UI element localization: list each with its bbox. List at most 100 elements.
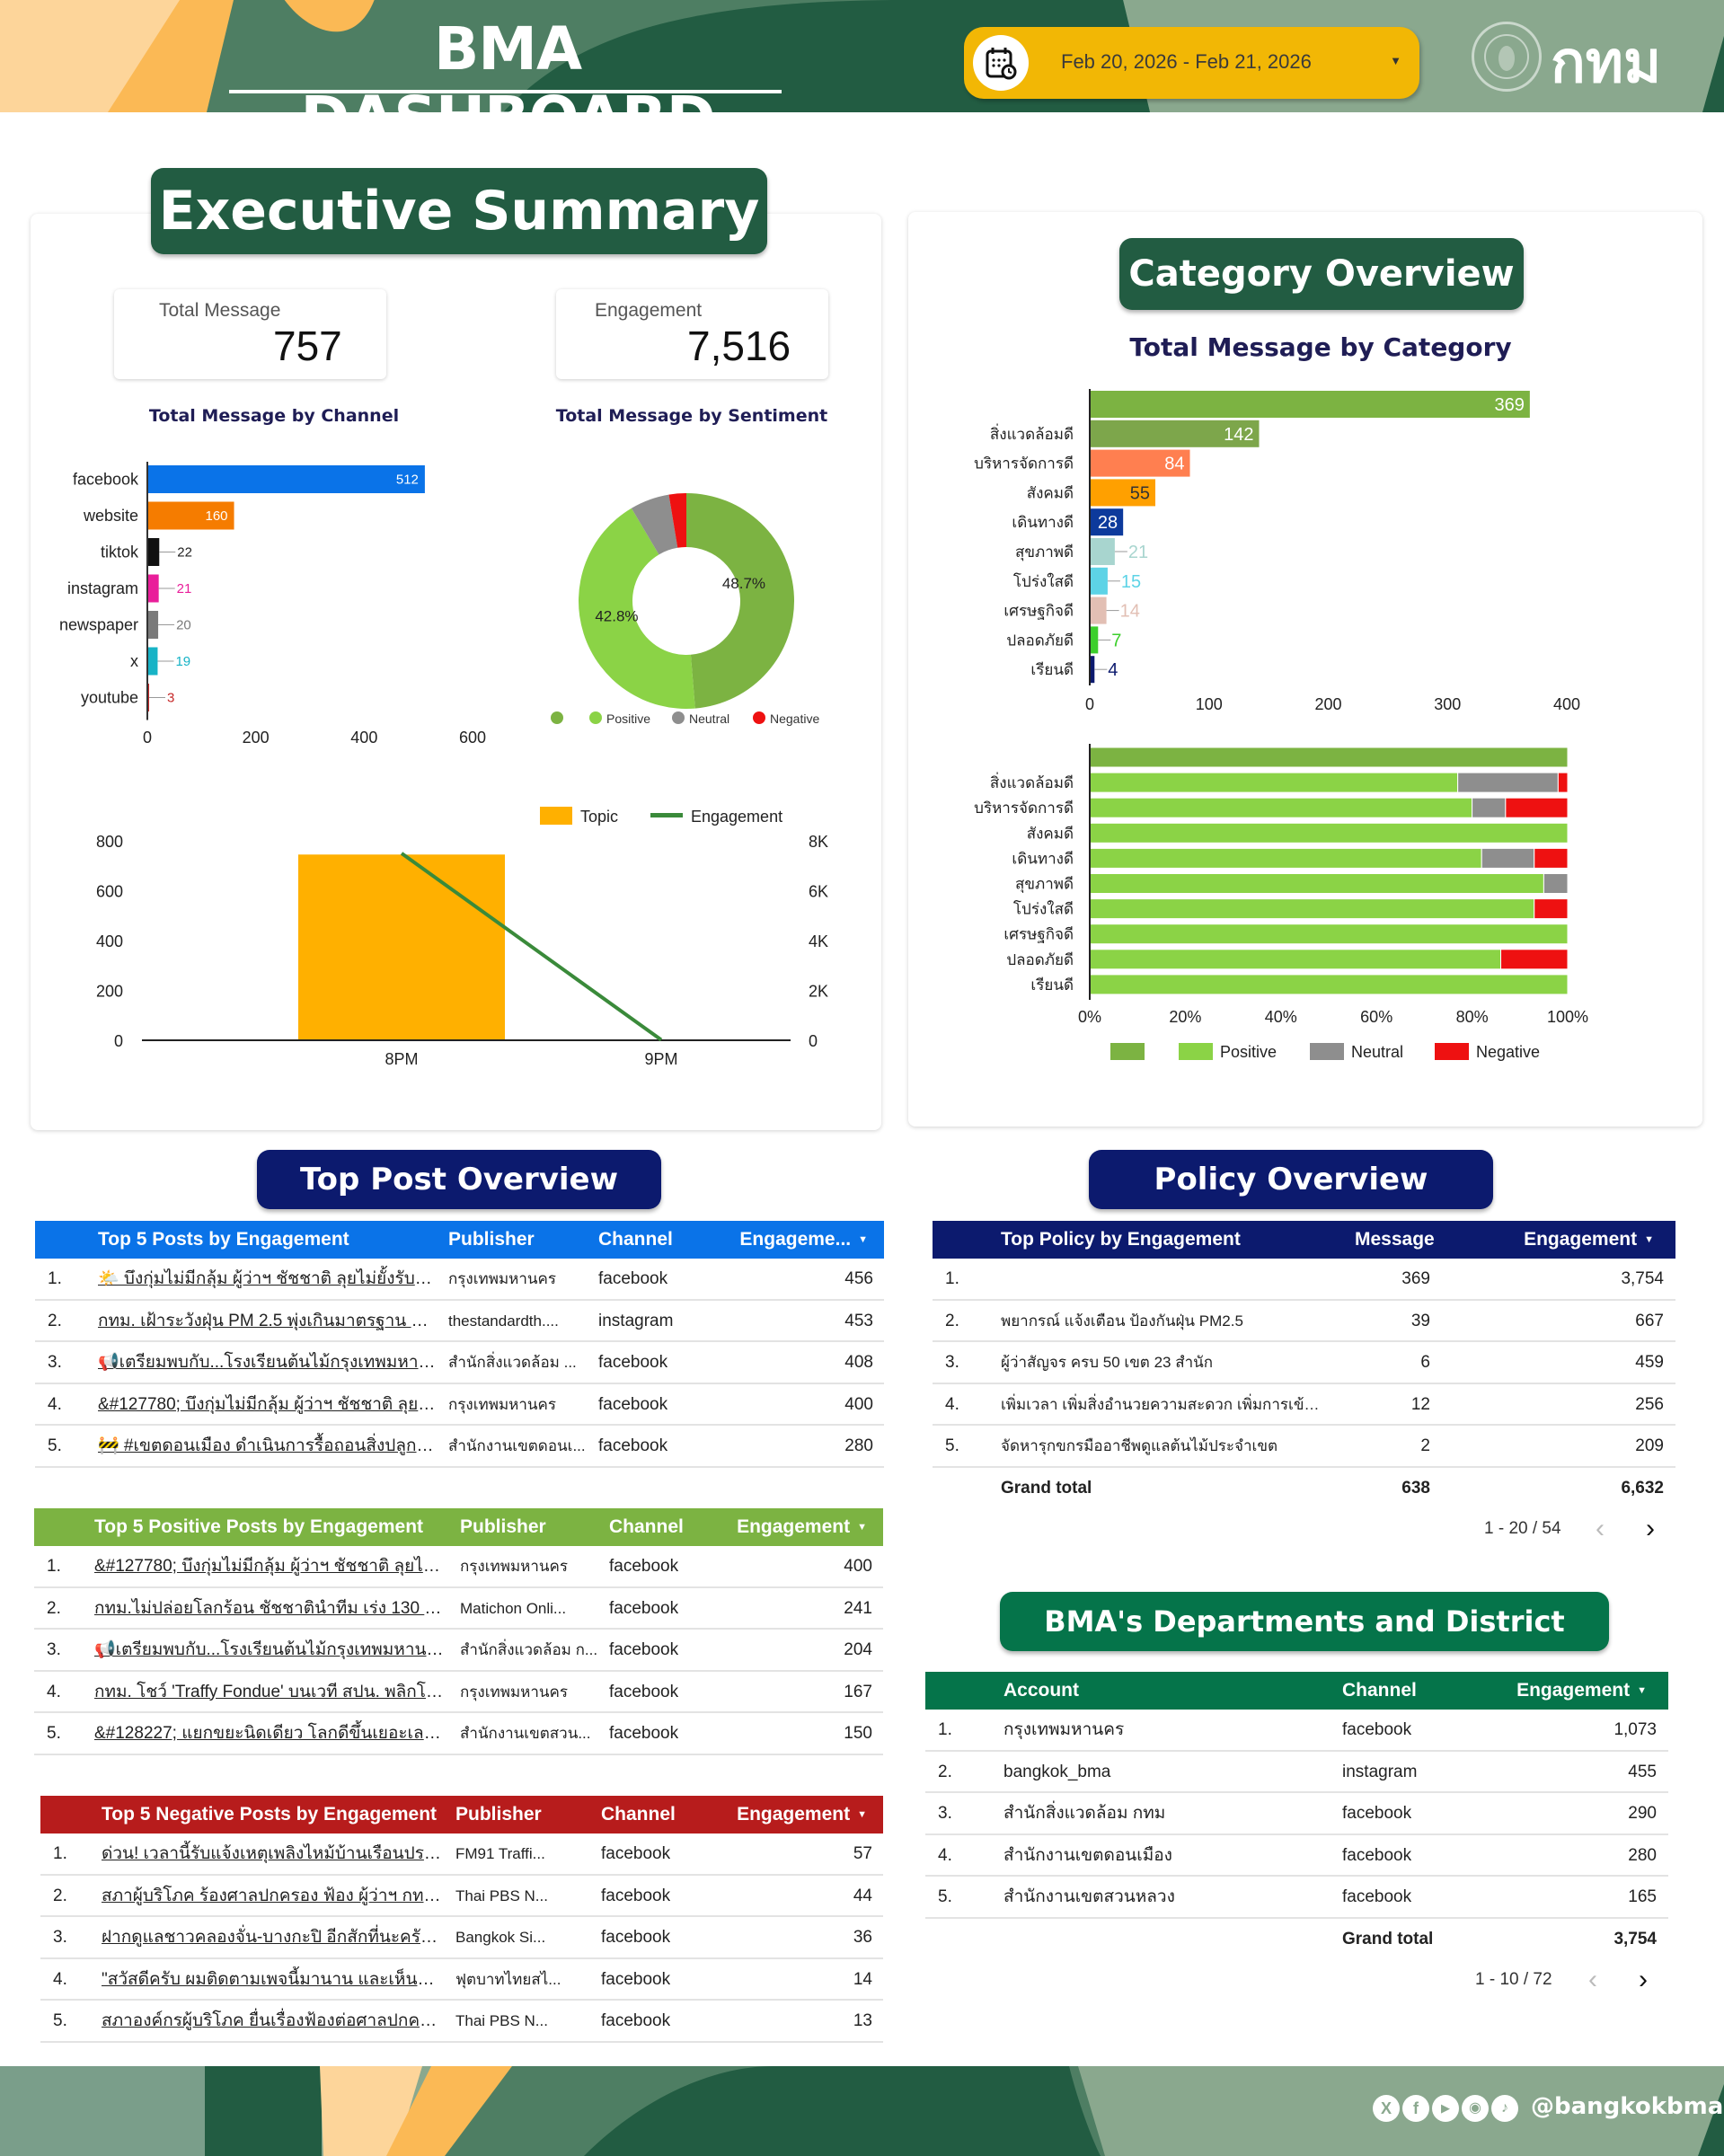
channel-cell: facebook: [609, 1598, 679, 1618]
table-row: 3. 📢เตรียมพบกับ...โรงเรียนต้นไม้กรุงเทพมห…: [35, 1342, 884, 1384]
departments-grand-total-row: Grand total 3,754: [925, 1919, 1668, 1960]
engagement-cell: 667: [1635, 1311, 1664, 1330]
post-link[interactable]: &#127780; บึงกุ่มไม่มีกลุ้ม ผู้ว่าฯ ชัชช…: [94, 1557, 447, 1576]
next-page-button[interactable]: ›: [1646, 1514, 1655, 1543]
category-value-label: 14: [1120, 602, 1140, 622]
row-rank: 3.: [53, 1928, 67, 1947]
row-rank: 3.: [938, 1804, 952, 1823]
row-rank: 5.: [938, 1887, 952, 1906]
column-header-account[interactable]: Account: [1003, 1680, 1079, 1701]
column-header-post[interactable]: Top 5 Posts by Engagement: [98, 1229, 349, 1250]
category-label: ปลอดภัยดี: [1006, 632, 1074, 649]
column-header-channel[interactable]: Channel: [609, 1516, 684, 1537]
post-link[interactable]: &#127780; บึงกุ่มไม่มีกลุ้ม ผู้ว่าฯ ชัชช…: [98, 1394, 436, 1414]
top-positive-posts-table: Top 5 Positive Posts by Engagement Publis…: [34, 1508, 883, 1755]
row-rank: 4.: [945, 1394, 959, 1414]
publisher-cell: Thai PBS N...: [455, 2012, 548, 2029]
column-header-message[interactable]: Message: [1355, 1229, 1435, 1250]
column-header-engagement-label: Engagement: [737, 1804, 851, 1825]
table-row: 5. สภาองค์กรผู้บริโภค ยื่นเรื่องฟ้องต่อศา…: [40, 2001, 883, 2043]
engagement-cell: 13: [853, 2011, 872, 2030]
engagement-cell: 455: [1628, 1762, 1657, 1781]
column-header-post[interactable]: Top 5 Negative Posts by Engagement: [102, 1804, 438, 1825]
x-tick-label: 400: [350, 729, 377, 747]
youtube-icon[interactable]: ▶: [1432, 2095, 1459, 2122]
tiktok-icon[interactable]: ♪: [1491, 2095, 1518, 2122]
previous-page-button[interactable]: ‹: [1596, 1514, 1605, 1543]
post-link[interactable]: กทม. โชว์ 'Traffy Fondue' บนเวที สปน. พล…: [94, 1682, 447, 1701]
column-header-channel[interactable]: Channel: [601, 1804, 676, 1825]
engagement-cell: 1,073: [1613, 1720, 1657, 1739]
legend-label: Negative: [770, 711, 819, 726]
row-rank: 5.: [945, 1436, 959, 1455]
y-left-tick-label: 400: [96, 932, 123, 950]
policy-table: Top Policy by Engagement Message Engagem…: [933, 1221, 1675, 1542]
post-link[interactable]: ฝากดูแลชาวคลองจั่น-บางกะปิ อีกสักที่นะคร…: [102, 1928, 443, 1947]
table-row: 3. สำนักสิ่งแวดล้อม กทม facebook 290: [925, 1793, 1668, 1835]
publisher-cell: กรุงเทพมหานคร: [460, 1683, 569, 1701]
post-link[interactable]: 📢เตรียมพบกับ...โรงเรียนต้นไม้กรุงเทพมหาน…: [98, 1353, 436, 1372]
category-bar: [1090, 479, 1156, 507]
row-rank: 2.: [53, 1886, 67, 1905]
account-cell: กรุงเทพมหานคร: [1003, 1720, 1125, 1739]
previous-page-button[interactable]: ‹: [1588, 1965, 1597, 1994]
departments-badge: BMA's Departments and District Offices: [1000, 1592, 1609, 1698]
sentiment-slice: [686, 493, 795, 709]
column-header-publisher[interactable]: Publisher: [455, 1804, 542, 1825]
column-header-publisher[interactable]: Publisher: [460, 1516, 546, 1537]
column-header-policy[interactable]: Top Policy by Engagement: [1001, 1229, 1241, 1250]
x-icon[interactable]: X: [1373, 2095, 1400, 2122]
table-row: 5. &#128227; แยกขยะนิดเดียว โลกดีขึ้นเยอะ…: [34, 1713, 883, 1755]
post-link[interactable]: กทม.ไม่ปล่อยโลกร้อน ชัชชาตินำทีม เร่ง 13…: [94, 1598, 447, 1618]
publisher-cell: สำนักสิ่งแวดล้อม ก...: [460, 1641, 598, 1658]
engagement-cell: 14: [853, 1969, 872, 1989]
date-range-picker[interactable]: Feb 20, 2026 - Feb 21, 2026 ▼: [964, 27, 1419, 99]
post-link[interactable]: "สวัสดีครับ ผมติดตามเพจนี้มานาน และเห็นว…: [102, 1969, 443, 1989]
y-left-tick-label: 800: [96, 833, 123, 851]
channel-cell: facebook: [609, 1724, 679, 1743]
column-header-engagement[interactable]: Engageme... ▼: [739, 1221, 868, 1259]
post-link[interactable]: สภาผู้บริโภค ร้องศาลปกครอง ฟ้อง ผู้ว่าฯ …: [102, 1886, 443, 1905]
stacked-segment: [1089, 974, 1569, 995]
table-row: 4. &#127780; บึงกุ่มไม่มีกลุ้ม ผู้ว่าฯ ชั…: [35, 1384, 884, 1426]
channel-label: youtube: [81, 689, 138, 707]
column-header-engagement[interactable]: Engagement ▼: [737, 1796, 867, 1833]
stacked-segment: [1089, 797, 1473, 818]
column-header-engagement[interactable]: Engagement ▼: [737, 1508, 867, 1546]
publisher-cell: thestandardth....: [448, 1312, 559, 1330]
column-header-channel[interactable]: Channel: [1342, 1680, 1417, 1701]
stacked-segment: [1505, 797, 1569, 818]
category-bar: [1090, 596, 1107, 624]
y-right-tick-label: 6K: [809, 883, 828, 901]
column-header-publisher[interactable]: Publisher: [448, 1229, 535, 1250]
channel-cell: facebook: [601, 1886, 671, 1905]
post-link[interactable]: &#128227; แยกขยะนิดเดียว โลกดีขึ้นเยอะเล…: [94, 1724, 447, 1743]
column-header-engagement[interactable]: Engagement ▼: [1516, 1680, 1647, 1701]
column-header-post[interactable]: Top 5 Positive Posts by Engagement: [94, 1516, 424, 1537]
column-header-engagement[interactable]: Engagement ▼: [1524, 1229, 1654, 1250]
table-row: 4. "สวัสดีครับ ผมติดตามเพจนี้มานาน และเห็…: [40, 1959, 883, 2001]
category-value-label: 4: [1108, 660, 1118, 680]
post-link[interactable]: 🚧 #เขตดอนเมือง ดำเนินการรื้อถอนสิ่งปลูกส…: [98, 1436, 436, 1455]
column-header-channel[interactable]: Channel: [598, 1229, 673, 1250]
engagement-card: Engagement 7,516: [556, 289, 828, 379]
table-row: 5. 🚧 #เขตดอนเมือง ดำเนินการรื้อถอนสิ่งปลู…: [35, 1426, 884, 1468]
post-link[interactable]: 🌤️ บึงกุ่มไม่มีกลุ้ม ผู้ว่าฯ ชัชชาติ ลุย…: [98, 1269, 436, 1288]
publisher-cell: Thai PBS N...: [455, 1886, 548, 1904]
channel-bar: [147, 574, 159, 603]
channel-cell: facebook: [601, 1844, 671, 1863]
engagement-cell: 57: [853, 1844, 872, 1863]
facebook-icon[interactable]: f: [1402, 2095, 1429, 2122]
pagination-label: 1 - 10 / 72: [1475, 1970, 1552, 1989]
x-tick-label: 9PM: [644, 1050, 677, 1068]
post-link[interactable]: 📢เตรียมพบกับ...โรงเรียนต้นไม้กรุงเทพมหาน…: [94, 1640, 447, 1659]
post-link[interactable]: ด่วน! เวลานี้รับแจ้งเหตุเพลิงไหม้บ้านเรื…: [102, 1844, 443, 1863]
instagram-icon[interactable]: ◉: [1462, 2095, 1489, 2122]
post-link[interactable]: สภาองค์กรผู้บริโภค ยื่นเรื่องฟ้องต่อศาลป…: [102, 2011, 443, 2030]
category-label: เศรษฐกิจดี: [1003, 603, 1074, 621]
category-bar: [1090, 656, 1095, 684]
next-page-button[interactable]: ›: [1639, 1965, 1648, 1994]
row-rank: 2.: [47, 1598, 61, 1618]
category-bar: [1090, 420, 1260, 447]
post-link[interactable]: กทม. เฝ้าระวังฝุ่น PM 2.5 พุ่งเกินมาตรฐา…: [98, 1311, 436, 1330]
